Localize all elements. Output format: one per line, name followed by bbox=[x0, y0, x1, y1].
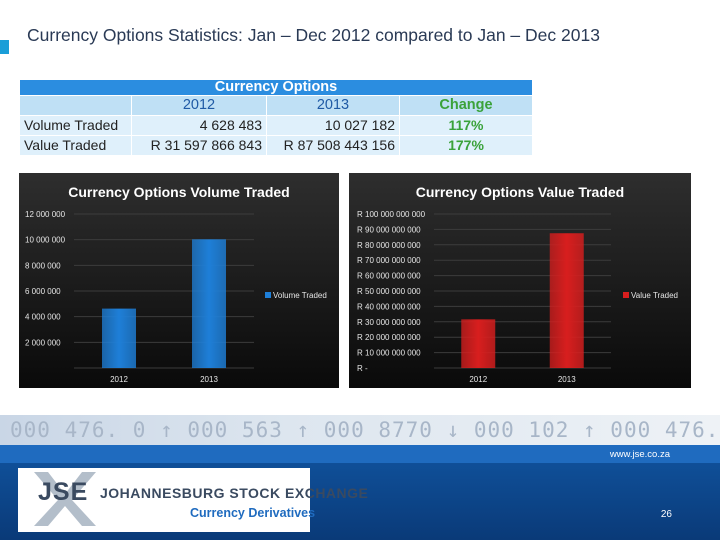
y-tick-label: R 40 000 000 000 bbox=[357, 302, 421, 311]
table-header-row: 2012 2013 Change bbox=[19, 95, 533, 116]
header-empty-cell bbox=[19, 95, 132, 116]
y-tick-label: 2 000 000 bbox=[25, 338, 61, 347]
row-value-2012: 4 628 483 bbox=[131, 115, 267, 136]
value-traded-chart: Currency Options Value Traded R - R 10 000… bbox=[349, 173, 691, 388]
y-tick-label: 4 000 000 bbox=[25, 313, 61, 322]
currency-options-table: Currency Options 2012 2013 Change Volume… bbox=[19, 79, 533, 156]
row-value-2013: R 87 508 443 156 bbox=[266, 135, 400, 156]
page-number: 26 bbox=[660, 509, 672, 520]
x-tick-label: 2013 bbox=[200, 375, 218, 384]
bar-2012 bbox=[102, 308, 136, 368]
ticker-banner: 000 476. 0 ↑ 000 563 ↑ 000 8770 ↓ 000 10… bbox=[0, 415, 720, 445]
x-tick-label: 2012 bbox=[110, 375, 128, 384]
y-tick-label: R 30 000 000 000 bbox=[357, 318, 421, 327]
y-tick-label: R 50 000 000 000 bbox=[357, 287, 421, 296]
x-tick-label: 2012 bbox=[469, 375, 487, 384]
legend-swatch bbox=[623, 292, 629, 298]
bar-2012 bbox=[461, 319, 496, 368]
volume-traded-chart: Currency Options Volume Traded 2 000 000 4… bbox=[19, 173, 339, 388]
ticker-text: 000 476. 0 ↑ 000 563 ↑ 000 8770 ↓ 000 10… bbox=[10, 418, 720, 442]
y-tick-label: 6 000 000 bbox=[25, 287, 61, 296]
table-heading: Currency Options bbox=[19, 79, 533, 96]
division-name: Currency Derivatives bbox=[190, 506, 316, 520]
slide-title: Currency Options Statistics: Jan – Dec 2… bbox=[27, 25, 600, 45]
title-accent-bar bbox=[0, 40, 9, 54]
table-row: Value Traded R 31 597 866 843 R 87 508 4… bbox=[19, 135, 533, 156]
y-tick-label: R 10 000 000 000 bbox=[357, 349, 421, 358]
legend-label: Value Traded bbox=[631, 291, 678, 300]
website-url: www.jse.co.za bbox=[609, 449, 670, 460]
y-tick-label: R 20 000 000 000 bbox=[357, 333, 421, 342]
legend-swatch bbox=[265, 292, 271, 298]
jse-x-logo-icon bbox=[34, 472, 96, 526]
y-tick-label: R 90 000 000 000 bbox=[357, 225, 421, 234]
row-label: Value Traded bbox=[19, 135, 132, 156]
jse-logo-letters: JSE bbox=[38, 478, 89, 506]
header-2013: 2013 bbox=[266, 95, 400, 116]
bar-2013 bbox=[549, 233, 584, 368]
exchange-name: JOHANNESBURG STOCK EXCHANGE bbox=[100, 485, 369, 501]
y-tick-label: 10 000 000 bbox=[25, 236, 66, 245]
row-change: 177% bbox=[399, 135, 533, 156]
chart-background bbox=[19, 173, 339, 388]
y-tick-label: 8 000 000 bbox=[25, 261, 61, 270]
header-2012: 2012 bbox=[131, 95, 267, 116]
row-value-2012: R 31 597 866 843 bbox=[131, 135, 267, 156]
row-value-2013: 10 027 182 bbox=[266, 115, 400, 136]
volume-traded-chart-svg: Currency Options Volume Traded 2 000 000 4… bbox=[19, 173, 339, 388]
table-heading-row: Currency Options bbox=[19, 79, 533, 96]
bar-2013 bbox=[192, 239, 226, 368]
header-change: Change bbox=[399, 95, 533, 116]
y-tick-label: R 70 000 000 000 bbox=[357, 256, 421, 265]
row-label: Volume Traded bbox=[19, 115, 132, 136]
y-tick-label: R 80 000 000 000 bbox=[357, 241, 421, 250]
chart-title: Currency Options Value Traded bbox=[416, 184, 625, 200]
y-tick-label: R 100 000 000 000 bbox=[357, 210, 426, 219]
y-tick-label: R 60 000 000 000 bbox=[357, 272, 421, 281]
y-tick-label: R - bbox=[357, 364, 368, 373]
x-tick-label: 2013 bbox=[558, 375, 576, 384]
table-row: Volume Traded 4 628 483 10 027 182 117% bbox=[19, 115, 533, 136]
chart-title: Currency Options Volume Traded bbox=[68, 184, 289, 200]
y-tick-label: 12 000 000 bbox=[25, 210, 66, 219]
row-change: 117% bbox=[399, 115, 533, 136]
value-traded-chart-svg: Currency Options Value Traded R - R 10 000… bbox=[349, 173, 691, 388]
legend-label: Volume Traded bbox=[273, 291, 327, 300]
url-bar bbox=[0, 445, 720, 463]
